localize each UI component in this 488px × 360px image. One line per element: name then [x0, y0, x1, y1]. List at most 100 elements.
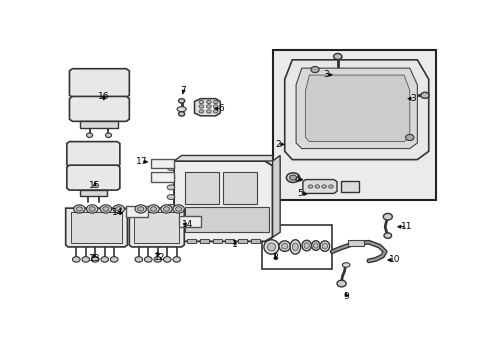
Text: 12: 12: [154, 253, 165, 262]
Ellipse shape: [281, 243, 287, 249]
Text: 10: 10: [388, 256, 400, 265]
Polygon shape: [80, 121, 118, 128]
Bar: [272, 50, 435, 200]
Ellipse shape: [292, 243, 298, 251]
Ellipse shape: [304, 243, 309, 248]
Ellipse shape: [91, 257, 99, 262]
Polygon shape: [272, 156, 280, 237]
Bar: [151, 172, 174, 182]
Ellipse shape: [336, 280, 346, 287]
Ellipse shape: [199, 110, 203, 113]
Polygon shape: [174, 161, 272, 242]
Ellipse shape: [74, 205, 85, 213]
Ellipse shape: [279, 241, 290, 251]
Ellipse shape: [82, 257, 89, 262]
Ellipse shape: [177, 107, 186, 112]
Ellipse shape: [167, 204, 175, 209]
Ellipse shape: [264, 240, 279, 254]
Ellipse shape: [314, 185, 319, 188]
Text: 15: 15: [88, 181, 100, 190]
Ellipse shape: [313, 243, 317, 248]
Ellipse shape: [199, 100, 203, 104]
Ellipse shape: [167, 214, 175, 219]
Ellipse shape: [267, 243, 275, 251]
Ellipse shape: [135, 205, 146, 213]
Ellipse shape: [420, 92, 428, 98]
Ellipse shape: [161, 205, 172, 213]
Ellipse shape: [150, 207, 156, 211]
Ellipse shape: [405, 134, 413, 140]
Ellipse shape: [163, 257, 171, 262]
Text: 17: 17: [136, 157, 147, 166]
Ellipse shape: [110, 257, 118, 262]
Ellipse shape: [167, 166, 175, 170]
Polygon shape: [296, 68, 416, 149]
Ellipse shape: [289, 240, 300, 254]
Ellipse shape: [76, 207, 82, 211]
Ellipse shape: [320, 241, 329, 251]
Text: 2: 2: [275, 140, 280, 149]
Ellipse shape: [167, 194, 175, 199]
Ellipse shape: [173, 257, 180, 262]
Ellipse shape: [307, 185, 312, 188]
Ellipse shape: [383, 233, 391, 238]
Ellipse shape: [206, 105, 211, 108]
Polygon shape: [65, 208, 127, 247]
Polygon shape: [67, 165, 120, 190]
Polygon shape: [69, 69, 129, 97]
Text: 4: 4: [294, 175, 300, 184]
Polygon shape: [194, 99, 220, 116]
Ellipse shape: [100, 205, 111, 213]
Ellipse shape: [86, 205, 98, 213]
Polygon shape: [284, 60, 428, 159]
Ellipse shape: [178, 112, 184, 116]
Bar: [187, 239, 196, 243]
Polygon shape: [69, 96, 129, 121]
Ellipse shape: [167, 224, 175, 229]
Polygon shape: [129, 208, 184, 247]
Ellipse shape: [206, 100, 211, 104]
Bar: [151, 159, 174, 168]
Ellipse shape: [167, 185, 175, 190]
Text: 16: 16: [98, 92, 109, 101]
Ellipse shape: [102, 207, 109, 211]
Bar: [262, 225, 331, 269]
Polygon shape: [174, 156, 272, 161]
Polygon shape: [80, 190, 106, 196]
Text: 3: 3: [410, 94, 416, 103]
Polygon shape: [305, 75, 409, 141]
Ellipse shape: [86, 133, 92, 138]
Bar: [250, 239, 259, 243]
Ellipse shape: [101, 257, 108, 262]
Ellipse shape: [206, 110, 211, 113]
Bar: [200, 239, 208, 243]
Ellipse shape: [342, 263, 349, 267]
Ellipse shape: [328, 185, 332, 188]
Polygon shape: [67, 141, 120, 167]
Ellipse shape: [138, 207, 143, 211]
Text: 11: 11: [400, 222, 412, 231]
Text: 3: 3: [323, 70, 328, 79]
Bar: [237, 239, 246, 243]
Ellipse shape: [154, 257, 161, 262]
Ellipse shape: [163, 207, 169, 211]
Bar: [185, 172, 218, 204]
Text: 9: 9: [343, 292, 348, 301]
Ellipse shape: [321, 185, 325, 188]
Ellipse shape: [135, 257, 142, 262]
Polygon shape: [134, 212, 179, 243]
Bar: [223, 172, 256, 204]
Ellipse shape: [144, 257, 152, 262]
Ellipse shape: [289, 175, 296, 180]
Bar: [126, 206, 148, 217]
Text: 1: 1: [231, 240, 237, 249]
Ellipse shape: [213, 100, 218, 104]
Ellipse shape: [310, 67, 319, 73]
Ellipse shape: [322, 243, 327, 249]
Ellipse shape: [175, 207, 181, 211]
Ellipse shape: [286, 173, 299, 183]
Ellipse shape: [213, 105, 218, 108]
Ellipse shape: [213, 110, 218, 113]
Ellipse shape: [173, 205, 184, 213]
Text: 13: 13: [88, 255, 100, 264]
